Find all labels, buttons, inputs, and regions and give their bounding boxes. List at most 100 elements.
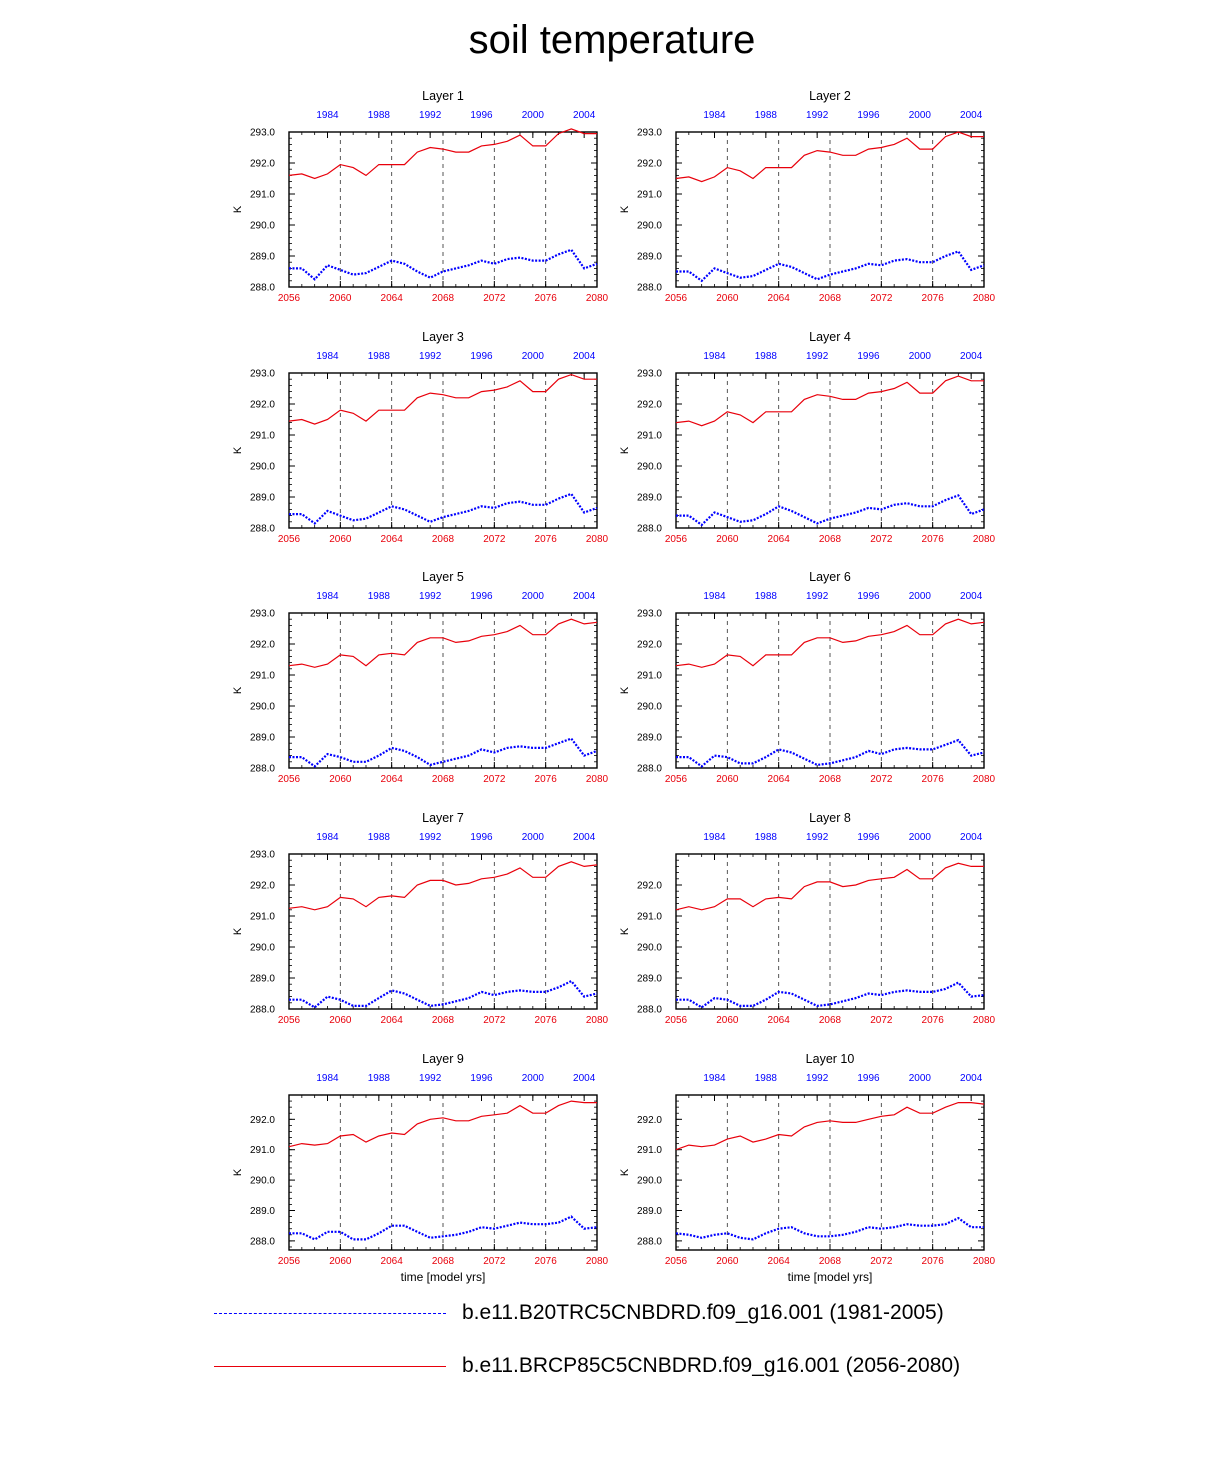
x-tick-label-layer-8-2056: 2056 — [665, 1015, 688, 1026]
y-axis-label-layer-9: K — [232, 1168, 244, 1176]
panel-layer-7: Layer 7 2056 2060 2064 2068 2072 2076 2080 1984 1… — [232, 811, 609, 1026]
x-tick-label-layer-9-2068: 2068 — [432, 1256, 455, 1267]
y-tick-label-layer-1-293.0: 293.0 — [250, 128, 275, 139]
y-axis-label-layer-7: K — [232, 927, 244, 935]
x-tick-label-layer-4-2056: 2056 — [665, 534, 688, 545]
x-tick-label-layer-9-2056: 2056 — [278, 1256, 301, 1267]
series-future-layer-4 — [675, 375, 984, 427]
series-historical-layer-9 — [289, 1215, 598, 1241]
x-tick-label-layer-3-2072: 2072 — [483, 534, 506, 545]
panel-layer-5: Layer 5 2056 2060 2064 2068 2072 2076 2080 1984 1… — [232, 570, 609, 785]
panel-layer-4: Layer 4 2056 2060 2064 2068 2072 2076 2080 1984 1… — [619, 330, 996, 545]
x-tick-label-layer-3-2076: 2076 — [535, 534, 558, 545]
x-tick-label-layer-1-2068: 2068 — [432, 293, 455, 304]
x-tick-label-layer-5-2068: 2068 — [432, 774, 455, 785]
y-tick-label-layer-3-293.0: 293.0 — [250, 369, 275, 380]
x-tick-label-layer-7-2060: 2060 — [329, 1015, 352, 1026]
x-tick-label-layer-9-2060: 2060 — [329, 1256, 352, 1267]
y-tick-label-layer-7-293.0: 293.0 — [250, 850, 275, 861]
panel-layer-9: Layer 9 2056 2060 2064 2068 2072 2076 2080 1984 1… — [232, 1052, 609, 1284]
panel-grid: Layer 1 2056 2060 2064 2068 2072 2076 2080 1984 1… — [232, 89, 996, 1284]
series-future-layer-10 — [675, 1101, 985, 1151]
panel-title-layer-4: Layer 4 — [809, 330, 851, 344]
x-tick-label-layer-1-2072: 2072 — [483, 293, 506, 304]
legend-swatch-historical — [214, 1312, 446, 1314]
y-axis-label-layer-5: K — [232, 686, 244, 694]
y-tick-label-layer-9-292.0: 292.0 — [250, 1115, 275, 1126]
x-tick-label-layer-10-2068: 2068 — [819, 1256, 842, 1267]
x-tick-label-layer-7-2064: 2064 — [381, 1015, 404, 1026]
top-tick-label-layer-7-1984: 1984 — [316, 832, 339, 843]
y-tick-label-layer-7-289.0: 289.0 — [250, 974, 275, 985]
x-tick-label-layer-7-2068: 2068 — [432, 1015, 455, 1026]
top-tick-label-layer-3-1984: 1984 — [316, 351, 339, 362]
y-tick-label-layer-2-290.0: 290.0 — [637, 221, 662, 232]
y-tick-label-layer-10-292.0: 292.0 — [637, 1115, 662, 1126]
x-tick-label-layer-9-2064: 2064 — [381, 1256, 404, 1267]
top-tick-label-layer-1-1992: 1992 — [419, 110, 442, 121]
top-tick-label-layer-7-1996: 1996 — [470, 832, 493, 843]
x-tick-label-layer-10-2076: 2076 — [922, 1256, 945, 1267]
top-tick-label-layer-6-2004: 2004 — [960, 591, 983, 602]
plot-frame-layer-7 — [288, 853, 598, 1010]
legend-item-future: b.e11.BRCP85C5CNBDRD.f09_g16.001 (2056-2… — [214, 1351, 960, 1381]
top-tick-label-layer-5-1984: 1984 — [316, 591, 339, 602]
x-tick-label-layer-8-2060: 2060 — [716, 1015, 739, 1026]
plot-frame-layer-5 — [288, 612, 598, 769]
x-tick-label-layer-3-2064: 2064 — [381, 534, 404, 545]
y-tick-label-layer-5-290.0: 290.0 — [250, 702, 275, 713]
y-tick-label-layer-2-291.0: 291.0 — [637, 190, 662, 201]
x-tick-label-layer-4-2060: 2060 — [716, 534, 739, 545]
top-tick-label-layer-2-1996: 1996 — [857, 110, 880, 121]
y-tick-label-layer-3-288.0: 288.0 — [250, 524, 275, 535]
series-historical-layer-5 — [289, 737, 598, 768]
x-tick-label-layer-8-2072: 2072 — [870, 1015, 893, 1026]
y-axis-label-layer-3: K — [232, 446, 244, 454]
top-tick-label-layer-6-1996: 1996 — [857, 591, 880, 602]
x-tick-label-layer-10-2064: 2064 — [768, 1256, 791, 1267]
top-tick-label-layer-10-2004: 2004 — [960, 1073, 983, 1084]
y-tick-label-layer-6-290.0: 290.0 — [637, 702, 662, 713]
y-tick-label-layer-1-288.0: 288.0 — [250, 283, 275, 294]
top-tick-label-layer-6-2000: 2000 — [909, 591, 932, 602]
x-tick-label-layer-7-2072: 2072 — [483, 1015, 506, 1026]
x-tick-label-layer-9-2076: 2076 — [535, 1256, 558, 1267]
top-tick-label-layer-2-1992: 1992 — [806, 110, 829, 121]
x-tick-label-layer-1-2056: 2056 — [278, 293, 301, 304]
x-axis-label-layer-9: time [model yrs] — [401, 1270, 486, 1284]
x-tick-label-layer-5-2056: 2056 — [278, 774, 301, 785]
panel-title-layer-6: Layer 6 — [809, 570, 851, 584]
top-tick-label-layer-4-1984: 1984 — [703, 351, 726, 362]
y-axis-label-layer-6: K — [619, 686, 631, 694]
y-tick-label-layer-6-293.0: 293.0 — [637, 609, 662, 620]
top-tick-label-layer-2-1984: 1984 — [703, 110, 726, 121]
plot-frame-layer-1 — [288, 131, 598, 288]
series-historical-layer-7 — [289, 979, 598, 1009]
y-tick-label-layer-7-292.0: 292.0 — [250, 881, 275, 892]
y-tick-label-layer-3-292.0: 292.0 — [250, 400, 275, 411]
y-tick-label-layer-2-293.0: 293.0 — [637, 128, 662, 139]
y-tick-label-layer-2-292.0: 292.0 — [637, 159, 662, 170]
panel-title-layer-8: Layer 8 — [809, 811, 851, 825]
top-tick-label-layer-6-1988: 1988 — [755, 591, 778, 602]
x-tick-label-layer-2-2080: 2080 — [973, 293, 996, 304]
panel-title-layer-3: Layer 3 — [422, 330, 464, 344]
top-tick-label-layer-10-1996: 1996 — [857, 1073, 880, 1084]
x-tick-label-layer-3-2080: 2080 — [586, 534, 609, 545]
top-tick-label-layer-9-1984: 1984 — [316, 1073, 339, 1084]
y-tick-label-layer-4-292.0: 292.0 — [637, 400, 662, 411]
panel-title-layer-10: Layer 10 — [806, 1052, 855, 1066]
top-tick-label-layer-4-1992: 1992 — [806, 351, 829, 362]
top-tick-label-layer-7-1988: 1988 — [368, 832, 391, 843]
panel-title-layer-1: Layer 1 — [422, 89, 464, 103]
x-tick-label-layer-2-2068: 2068 — [819, 293, 842, 304]
series-future-layer-6 — [675, 618, 985, 668]
top-tick-label-layer-9-2000: 2000 — [522, 1073, 545, 1084]
panel-layer-1: Layer 1 2056 2060 2064 2068 2072 2076 2080 1984 1… — [232, 89, 609, 304]
top-tick-label-layer-10-1992: 1992 — [806, 1073, 829, 1084]
series-future-layer-8 — [675, 862, 984, 911]
x-tick-label-layer-1-2060: 2060 — [329, 293, 352, 304]
y-tick-label-layer-5-292.0: 292.0 — [250, 640, 275, 651]
y-tick-label-layer-7-290.0: 290.0 — [250, 943, 275, 954]
top-tick-label-layer-7-2000: 2000 — [522, 832, 545, 843]
